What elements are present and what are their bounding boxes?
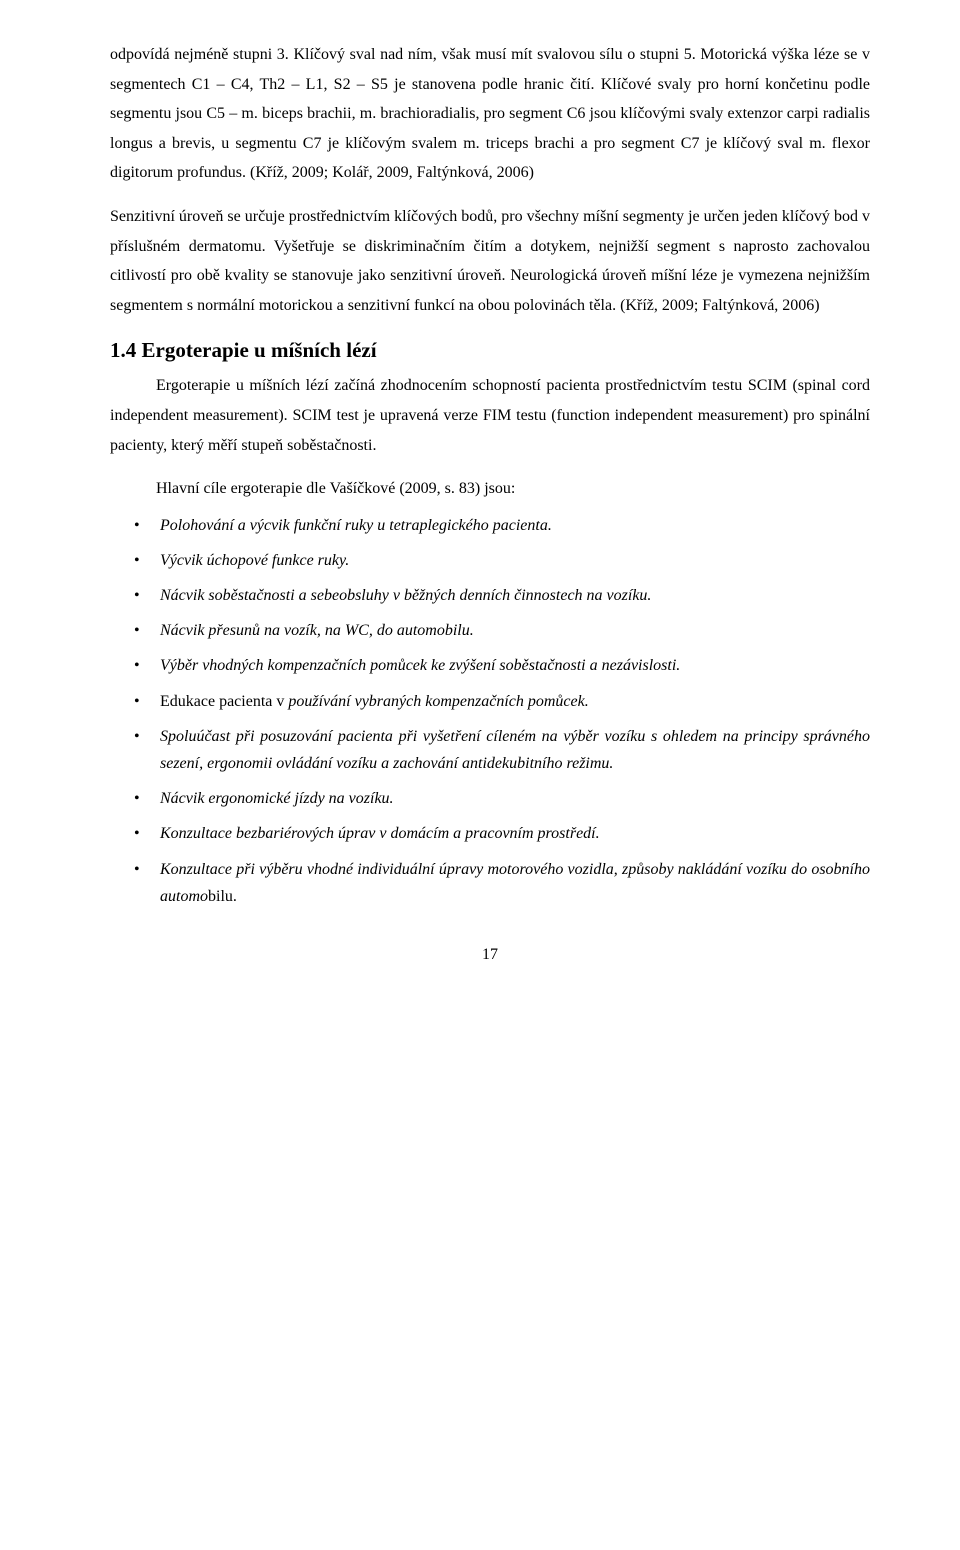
bullet-text: Konzultace při výběru vhodné individuáln… <box>160 861 870 905</box>
paragraph-3: Ergoterapie u míšních lézí začíná zhodno… <box>110 371 870 460</box>
document-page: odpovídá nejméně stupni 3. Klíčový sval … <box>0 0 960 1004</box>
bullet-item: Polohování a výcvik funkční ruky u tetra… <box>110 512 870 539</box>
section-heading: 1.4 Ergoterapie u míšních lézí <box>110 338 870 363</box>
bullet-list: Polohování a výcvik funkční ruky u tetra… <box>110 512 870 910</box>
bullet-item: Spoluúčast při posuzování pacienta při v… <box>110 723 870 777</box>
bullet-text: používání vybraných kompenzačních pomůce… <box>288 693 588 710</box>
paragraph-2: Senzitivní úroveň se určuje prostřednict… <box>110 202 870 320</box>
bullet-item: Nácvik ergonomické jízdy na vozíku. <box>110 785 870 812</box>
paragraph-1: odpovídá nejméně stupni 3. Klíčový sval … <box>110 40 870 188</box>
bullet-item: Výběr vhodných kompenzačních pomůcek ke … <box>110 652 870 679</box>
paragraph-4: Hlavní cíle ergoterapie dle Vašíčkové (2… <box>110 474 870 504</box>
page-number: 17 <box>110 946 870 964</box>
bullet-item: Konzultace při výběru vhodné individuáln… <box>110 856 870 910</box>
bullet-item: Nácvik soběstačnosti a sebeobsluhy v běž… <box>110 582 870 609</box>
bullet-item: Nácvik přesunů na vozík, na WC, do autom… <box>110 617 870 644</box>
bullet-item: Konzultace bezbariérových úprav v domácí… <box>110 820 870 847</box>
bullet-text: Edukace pacienta v <box>160 693 288 710</box>
bullet-text: bilu. <box>208 888 237 905</box>
bullet-item: Edukace pacienta v používání vybraných k… <box>110 688 870 715</box>
bullet-item: Výcvik úchopové funkce ruky. <box>110 547 870 574</box>
